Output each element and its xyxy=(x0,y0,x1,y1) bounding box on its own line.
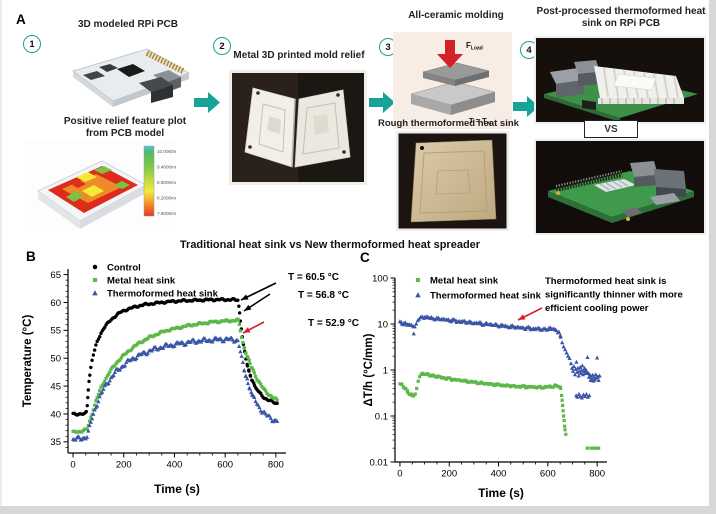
svg-text:T = 56.8 °C: T = 56.8 °C xyxy=(298,290,349,301)
svg-text:1: 1 xyxy=(383,365,388,376)
step-1-number: 1 xyxy=(23,35,41,53)
svg-text:0: 0 xyxy=(70,460,75,471)
svg-text:Metal heat sink: Metal heat sink xyxy=(107,276,176,287)
temperature-chart: 0 200 400 600 800 35 40 45 50 55 60 65 Time (s) Tempe… xyxy=(22,263,359,497)
svg-text:0.1: 0.1 xyxy=(375,411,388,422)
svg-text:Thermoformed heat sink: Thermoformed heat sink xyxy=(107,289,219,300)
svg-text:50: 50 xyxy=(50,354,61,365)
svg-text:0: 0 xyxy=(397,469,402,480)
hdmi-port xyxy=(650,193,680,205)
svg-text:Metal heat sink: Metal heat sink xyxy=(430,276,499,287)
svg-text:Time (s): Time (s) xyxy=(478,486,524,500)
svg-text:40: 40 xyxy=(50,409,61,420)
colorbar xyxy=(143,145,155,217)
usb-port xyxy=(83,71,105,80)
colorbar-label: 7.6000mm xyxy=(157,211,176,216)
svg-text:65: 65 xyxy=(50,270,61,281)
svg-text:35: 35 xyxy=(50,437,61,448)
ethernet-port xyxy=(139,77,173,92)
svg-text:T = 60.5 °C: T = 60.5 °C xyxy=(288,272,339,283)
ethernet-port xyxy=(654,169,686,189)
step-3-title: All-ceramic molding xyxy=(408,10,504,21)
step-2-title: Metal 3D printed mold relief xyxy=(233,50,365,61)
ceramic-plate xyxy=(410,139,497,223)
svg-text:400: 400 xyxy=(491,469,507,480)
panel-b-label: B xyxy=(26,249,36,264)
svg-text:400: 400 xyxy=(167,460,183,471)
force-load-label: FLoad xyxy=(466,41,483,52)
svg-text:800: 800 xyxy=(268,460,284,471)
svg-text:200: 200 xyxy=(116,460,132,471)
process-arrow-icon xyxy=(194,92,220,113)
colorbar-label: 8.8000mm xyxy=(157,180,176,185)
panel-a-label: A xyxy=(16,12,26,27)
step-1-caption: Positive relief feature plot from PCB mo… xyxy=(63,116,187,140)
svg-text:600: 600 xyxy=(540,469,556,480)
svg-text:0.01: 0.01 xyxy=(370,457,389,468)
svg-text:60: 60 xyxy=(50,298,61,309)
metal-heatsink-on-rpi-photo xyxy=(534,139,706,235)
svg-text:10: 10 xyxy=(377,319,388,330)
svg-text:800: 800 xyxy=(589,469,605,480)
rough-heat-sink-photo xyxy=(396,131,509,231)
svg-text:Thermoformed heat sink: Thermoformed heat sink xyxy=(430,291,542,302)
thermoformed-heatsink-on-rpi-photo xyxy=(534,36,706,124)
step-2-number: 2 xyxy=(213,37,231,55)
series-metal-heat-sink xyxy=(71,317,279,434)
metal-mold-photo xyxy=(229,70,367,185)
svg-text:Temperature (°C): Temperature (°C) xyxy=(22,315,34,408)
small-heat-sink xyxy=(594,179,636,192)
molding-temperature-label: T = Tm xyxy=(469,116,492,127)
svg-text:600: 600 xyxy=(217,460,233,471)
vs-label: VS xyxy=(584,120,638,138)
cpu-chip xyxy=(117,64,145,77)
gpio-pins xyxy=(145,50,185,74)
charts-section-title: Traditional heat sink vs New thermoforme… xyxy=(179,239,481,251)
step-4-title: Post-processed thermoformed heat sink on… xyxy=(536,6,706,30)
svg-text:45: 45 xyxy=(50,381,61,392)
colorbar-label: 9.4000mm xyxy=(157,165,176,170)
ceramic-molding-diagram: FLoad T = Tm xyxy=(393,32,512,129)
series-thermoformed-heat-sink xyxy=(70,335,280,442)
rpi-3d-model-image xyxy=(72,48,190,107)
process-arrow-icon xyxy=(369,92,395,113)
step-1-title: 3D modeled RPi PCB xyxy=(77,19,179,30)
svg-text:55: 55 xyxy=(50,326,61,337)
relief-feature-plot-image: 10.0000mm 9.4000mm 8.8000mm 8.2000mm 7.6… xyxy=(24,141,176,231)
svg-text:Time (s): Time (s) xyxy=(154,482,200,496)
gpio-pins xyxy=(555,171,623,192)
panel-c-label: C xyxy=(360,250,370,265)
colorbar-label: 10.0000mm xyxy=(157,149,176,154)
svg-text:200: 200 xyxy=(441,469,457,480)
cooling-power-chart: 0 200 400 600 800 0.01 0.1 1 10 100 Time (s) ΔT/h (… xyxy=(363,273,683,500)
vs-text: VS xyxy=(604,123,618,135)
step-3-caption: Rough thermoformed heat sink xyxy=(378,118,519,129)
svg-text:100: 100 xyxy=(372,273,388,284)
svg-text:ΔT/h (°C/mm): ΔT/h (°C/mm) xyxy=(363,333,375,406)
series-control xyxy=(71,296,279,417)
usb-ports xyxy=(556,80,584,98)
svg-text:T = 52.9 °C: T = 52.9 °C xyxy=(308,318,359,329)
svg-text:Control: Control xyxy=(107,263,141,274)
colorbar-label: 8.2000mm xyxy=(157,196,176,201)
usb-ports xyxy=(634,175,658,187)
series-metal-heat-sink xyxy=(398,371,601,450)
process-arrow-icon xyxy=(513,96,539,117)
series-thermoformed-heat-sink xyxy=(397,314,602,400)
force-arrow-icon xyxy=(437,40,463,68)
